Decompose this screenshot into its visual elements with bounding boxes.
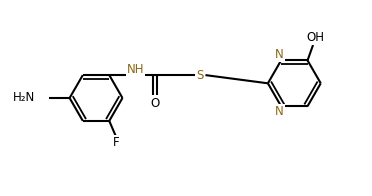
Text: OH: OH [306, 31, 324, 44]
Text: N: N [275, 105, 283, 118]
Text: N: N [275, 48, 283, 61]
Text: S: S [196, 69, 203, 82]
Text: O: O [150, 97, 160, 110]
Text: H₂N: H₂N [13, 92, 35, 104]
Text: NH: NH [127, 63, 144, 76]
Text: F: F [113, 136, 120, 149]
